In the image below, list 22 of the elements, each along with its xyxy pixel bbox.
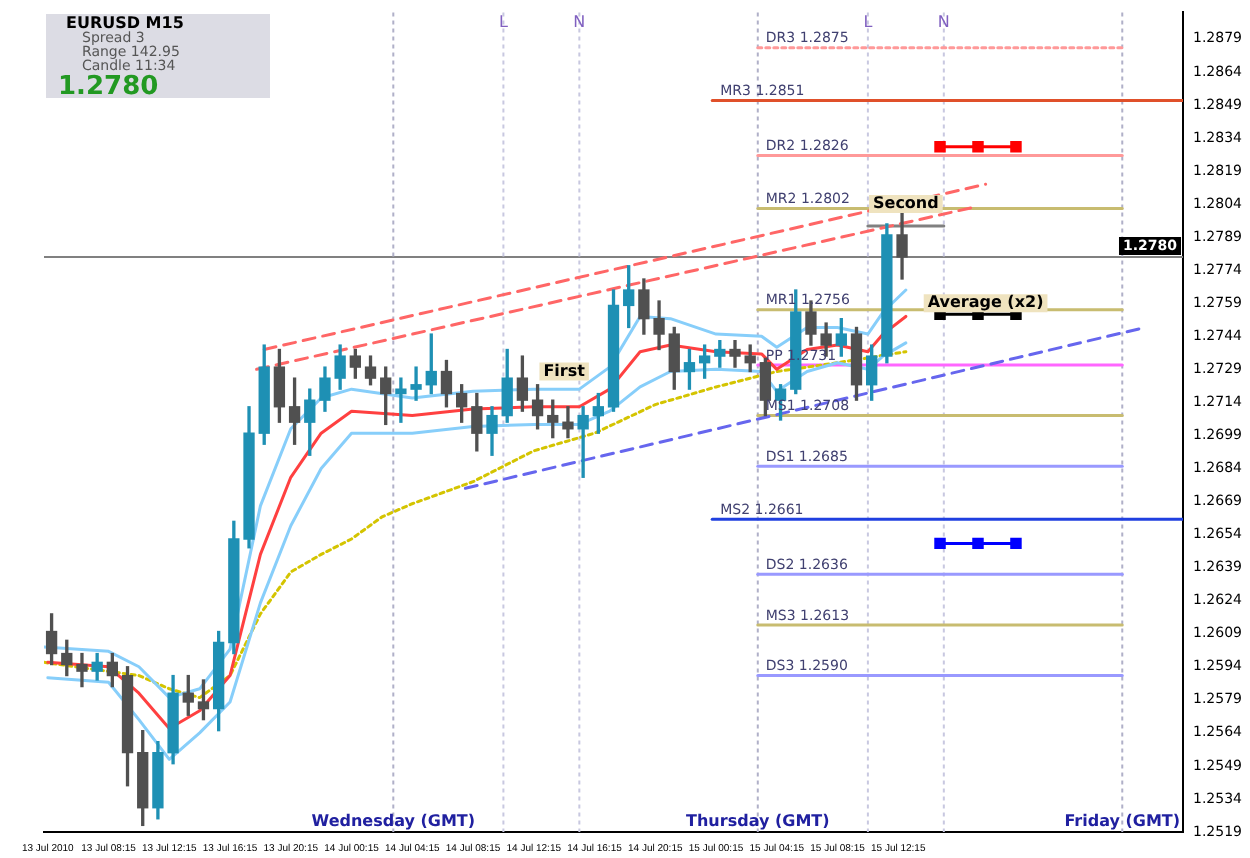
candlestick [577, 406, 589, 478]
point [934, 537, 946, 550]
annotation: Average (x2) [927, 293, 1044, 312]
annotation: First [543, 361, 586, 380]
candlestick [562, 406, 574, 439]
line-series [44, 350, 908, 700]
annotation: Thursday (GMT) [686, 812, 830, 831]
ref-line-label: N [573, 12, 586, 31]
annotation: Second [872, 194, 940, 213]
annotation: Friday (GMT) [1064, 812, 1181, 831]
candlestick [76, 652, 88, 688]
ref-line-label: L [863, 12, 874, 31]
annotation: EURUSD M15 [66, 14, 186, 33]
point [1010, 537, 1022, 550]
point [972, 537, 984, 550]
point [934, 141, 946, 153]
point [1010, 141, 1022, 153]
ref-line-label: N [937, 12, 950, 31]
annotation: 1.2780 [58, 72, 161, 103]
annotation: Wednesday (GMT) [311, 812, 476, 831]
ref-line-label: L [498, 12, 509, 31]
point [972, 141, 984, 153]
